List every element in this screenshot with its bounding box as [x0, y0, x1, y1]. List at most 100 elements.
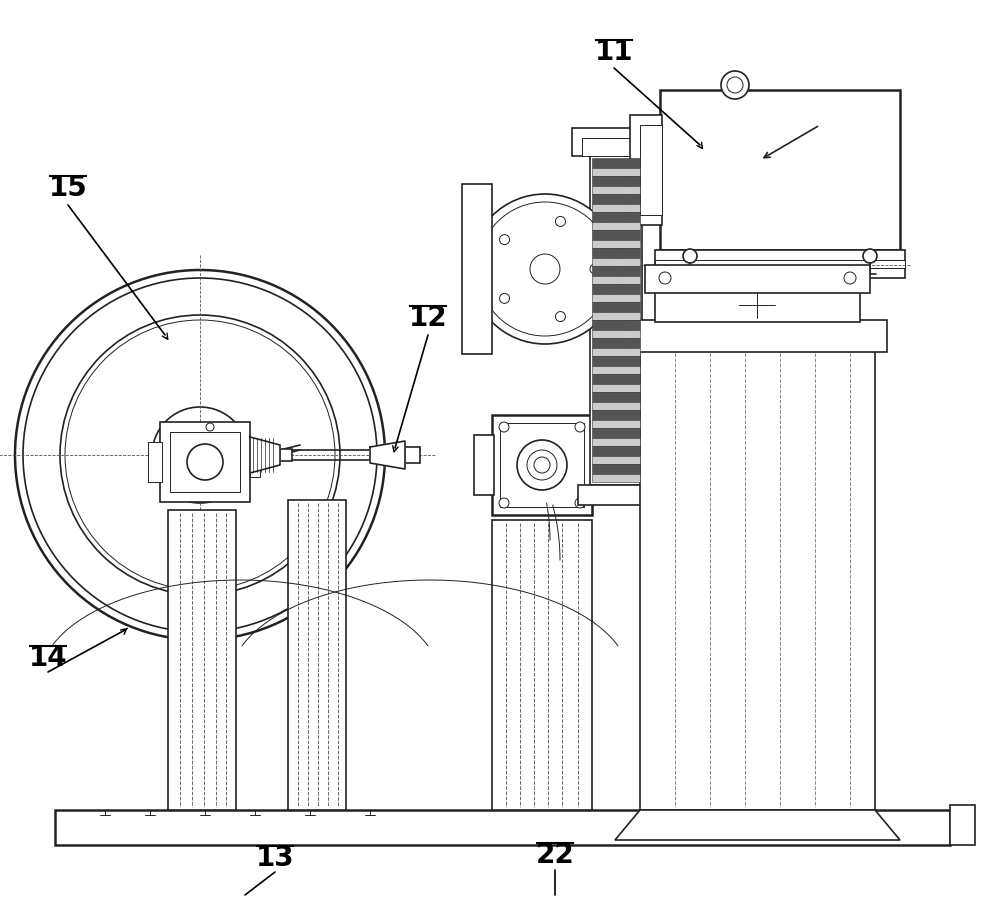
- Circle shape: [863, 249, 877, 263]
- Bar: [592, 312, 640, 320]
- Circle shape: [65, 320, 335, 590]
- Text: 12: 12: [409, 304, 447, 332]
- Bar: [655, 260, 905, 268]
- Bar: [592, 446, 640, 456]
- Bar: [645, 265, 870, 293]
- Bar: [592, 402, 640, 410]
- Circle shape: [727, 77, 743, 93]
- Bar: [592, 266, 640, 276]
- Bar: [572, 128, 660, 156]
- Bar: [592, 392, 640, 402]
- Bar: [592, 248, 640, 258]
- Bar: [592, 230, 640, 240]
- Bar: [655, 290, 860, 322]
- Bar: [592, 348, 640, 356]
- Bar: [592, 456, 640, 464]
- Bar: [592, 186, 640, 194]
- Circle shape: [206, 423, 214, 431]
- Bar: [592, 168, 640, 176]
- Bar: [462, 184, 492, 354]
- Bar: [592, 464, 640, 474]
- Bar: [592, 276, 640, 284]
- Circle shape: [844, 272, 856, 284]
- Bar: [592, 338, 640, 348]
- Bar: [592, 176, 640, 186]
- Circle shape: [517, 440, 567, 490]
- Bar: [160, 422, 250, 502]
- Circle shape: [499, 498, 509, 508]
- Bar: [492, 415, 592, 515]
- Bar: [592, 158, 640, 168]
- Bar: [578, 485, 654, 505]
- Text: 11: 11: [595, 38, 633, 66]
- Bar: [592, 330, 640, 338]
- Bar: [592, 410, 640, 420]
- Bar: [592, 240, 640, 248]
- Bar: [592, 435, 610, 495]
- Bar: [592, 384, 640, 392]
- Bar: [592, 420, 640, 428]
- Bar: [500, 423, 584, 507]
- Circle shape: [478, 202, 612, 336]
- Bar: [592, 212, 640, 222]
- Bar: [592, 366, 640, 374]
- Bar: [250, 447, 260, 477]
- Bar: [592, 222, 640, 230]
- Circle shape: [555, 312, 565, 322]
- Circle shape: [23, 278, 377, 632]
- Circle shape: [590, 264, 600, 274]
- Bar: [55, 810, 950, 845]
- Polygon shape: [370, 441, 405, 469]
- Circle shape: [534, 457, 550, 473]
- Bar: [592, 302, 640, 312]
- Bar: [592, 374, 640, 384]
- Circle shape: [575, 422, 585, 432]
- Bar: [592, 258, 640, 266]
- Circle shape: [152, 407, 248, 503]
- Circle shape: [721, 71, 749, 99]
- Circle shape: [530, 254, 560, 284]
- Bar: [590, 153, 642, 485]
- Bar: [592, 428, 640, 438]
- Text: 14: 14: [29, 644, 67, 672]
- Bar: [148, 442, 162, 482]
- Text: 15: 15: [49, 174, 87, 202]
- Polygon shape: [615, 810, 900, 840]
- Circle shape: [470, 194, 620, 344]
- Circle shape: [15, 270, 385, 640]
- Bar: [280, 449, 292, 461]
- Bar: [592, 438, 640, 446]
- Circle shape: [683, 249, 697, 263]
- Circle shape: [555, 217, 565, 227]
- Text: 22: 22: [536, 841, 574, 869]
- Bar: [592, 294, 640, 302]
- Bar: [950, 805, 975, 845]
- Bar: [582, 138, 650, 156]
- Text: 13: 13: [256, 844, 294, 872]
- Bar: [640, 125, 662, 215]
- Circle shape: [575, 498, 585, 508]
- Circle shape: [527, 450, 557, 480]
- Circle shape: [659, 272, 671, 284]
- Bar: [288, 500, 346, 810]
- Bar: [592, 320, 640, 330]
- Bar: [474, 435, 494, 495]
- Circle shape: [500, 235, 510, 245]
- Bar: [492, 520, 592, 810]
- Circle shape: [60, 315, 340, 595]
- Bar: [592, 356, 640, 366]
- Bar: [628, 320, 887, 352]
- Bar: [655, 250, 905, 278]
- Bar: [660, 90, 900, 250]
- Bar: [640, 350, 875, 810]
- Bar: [168, 510, 236, 810]
- Bar: [405, 447, 420, 463]
- Circle shape: [500, 293, 510, 303]
- Bar: [592, 474, 640, 482]
- Bar: [592, 194, 640, 204]
- Circle shape: [187, 444, 223, 480]
- Bar: [170, 432, 240, 492]
- Circle shape: [499, 422, 509, 432]
- Bar: [592, 284, 640, 294]
- Bar: [592, 204, 640, 212]
